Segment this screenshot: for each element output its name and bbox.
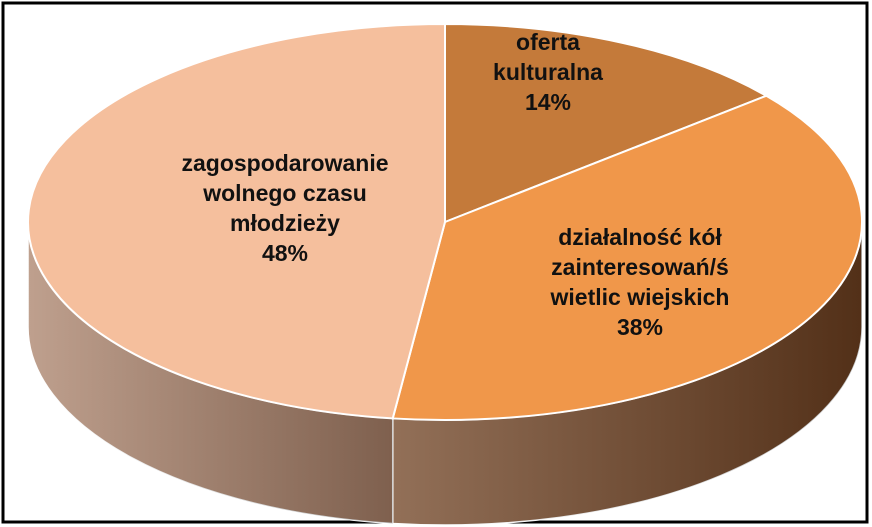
- slice-value: 38%: [616, 314, 664, 340]
- slice-label: oferta kulturalna 14%: [493, 27, 603, 117]
- slice-category: zagospodarowanie wolnego czasu młodzieży: [181, 150, 389, 236]
- slice-label: działalność kół zainteresowań/ś wietlic …: [551, 222, 730, 342]
- pie-slice: [444, 22, 769, 224]
- pie-slice: [391, 94, 863, 421]
- slice-category: działalność kół zainteresowań/ś wietlic …: [550, 224, 730, 310]
- pie-side-shade: [392, 222, 862, 525]
- slice-value: 14%: [524, 89, 572, 115]
- slice-label: zagospodarowanie wolnego czasu młodzieży…: [181, 148, 388, 268]
- pie-side-shade: [28, 222, 393, 524]
- slice-value: 48%: [261, 240, 309, 266]
- pie-slice: [27, 22, 446, 420]
- slice-category: oferta kulturalna: [493, 29, 603, 85]
